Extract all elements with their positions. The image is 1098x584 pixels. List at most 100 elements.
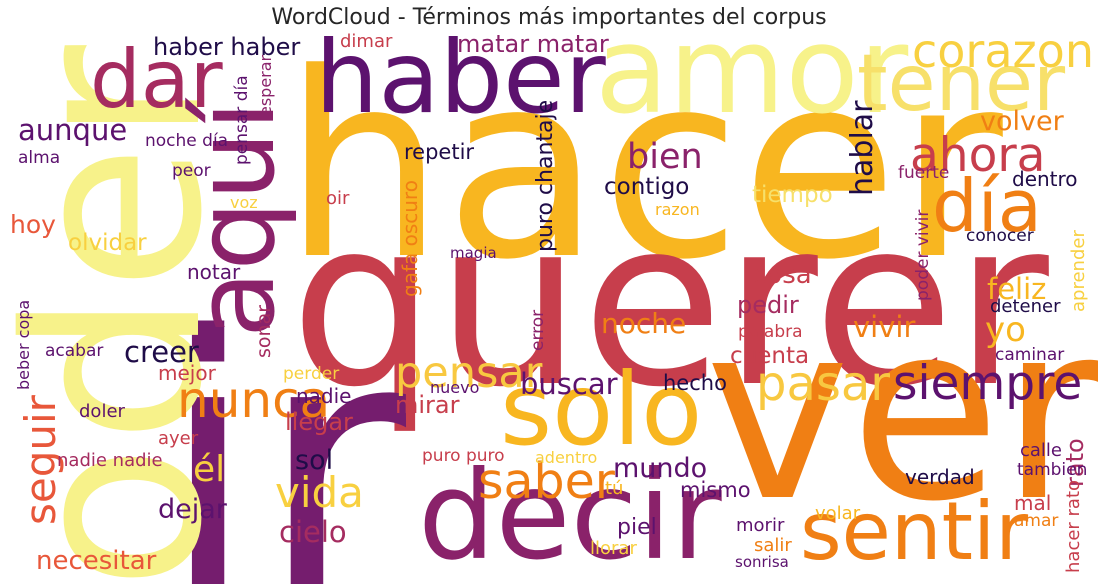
word-tener: tener (857, 39, 1066, 129)
word-pedir: pedir (737, 291, 799, 319)
word-noche-dia: noche día (145, 131, 229, 151)
word-verdad: verdad (905, 465, 975, 489)
word-nadie: nadie (296, 384, 352, 408)
word-beber-copa: beber copa (14, 300, 33, 391)
word-error: error (528, 310, 548, 352)
word-vivir: vivir (853, 310, 916, 344)
word-dentro: dentro (1012, 167, 1078, 191)
word-conocer: conocer (966, 226, 1034, 246)
word-tambien: tambien (1017, 460, 1088, 480)
word-saber: saber (478, 453, 615, 510)
word-seguir: seguir (16, 395, 65, 525)
word-dar: dar (90, 33, 223, 126)
word-magia: magia (450, 244, 497, 262)
word-detener: detener (990, 296, 1061, 317)
word-amor: amor (595, 2, 909, 141)
word-ir: ir (158, 260, 407, 584)
word-hacer: hacer (283, 19, 1003, 316)
word-adentro: adentro (535, 448, 598, 467)
chart-title: WordCloud - Términos más importantes del… (271, 5, 827, 30)
word-tu: tú (605, 478, 624, 499)
word-vida: vida (275, 468, 364, 517)
word-puro-chantaje: puro chantaje (533, 100, 558, 253)
word-cielo: cielo (279, 515, 347, 549)
word-yo: yo (985, 310, 1026, 350)
word-salir: salir (754, 535, 792, 556)
word-calle: calle (1020, 440, 1063, 461)
word-llorar: llorar (590, 538, 637, 559)
word-volar: volar (815, 503, 861, 524)
word-notar: notar (187, 260, 241, 284)
word-amar: amar (1014, 511, 1059, 531)
word-haber-haber: haber haber (153, 33, 301, 61)
word-matar-matar: matar matar (457, 30, 609, 58)
word-palabra: palabra (738, 322, 803, 342)
word-decir: decir (418, 445, 722, 584)
word-tiempo: tiempo (752, 182, 833, 208)
word-mal: mal (1014, 491, 1052, 515)
word-mirar: mirar (395, 391, 460, 419)
word-repetir: repetir (404, 140, 475, 164)
word-siempre: siempre (893, 356, 1083, 411)
word-razon: razon (655, 200, 700, 219)
word-oir: oir (326, 188, 350, 209)
word-perder: perder (283, 364, 340, 384)
word-hecho: hecho (663, 371, 727, 395)
word-necesitar: necesitar (36, 546, 157, 576)
word-ver: ver (705, 270, 1098, 555)
word-cuenta: cuenta (730, 343, 810, 369)
word-cosa: cosa (752, 260, 812, 290)
word-buscar: buscar (520, 367, 618, 401)
word-pasar: pasar (756, 356, 891, 412)
word-sentir: sentir (800, 485, 1029, 578)
word-caminar: caminar (995, 345, 1065, 365)
word-voz: voz (230, 193, 258, 212)
word-peor: peor (172, 161, 211, 181)
word-morir: morir (736, 515, 785, 536)
word-aunque: aunque (18, 113, 128, 147)
word-ayer: ayer (158, 428, 199, 449)
word-esperar: esperar (256, 55, 275, 117)
word-hablar: hablar (845, 100, 880, 196)
word-sonar: sonar (253, 305, 275, 359)
word-doler: doler (79, 401, 125, 422)
word-llegar: llegar (285, 408, 353, 436)
word-corazon: corazon (912, 24, 1094, 78)
word-feliz: feliz (987, 272, 1047, 306)
word-bien: bien (627, 137, 703, 177)
word-contigo: contigo (604, 174, 690, 200)
word-mejor: mejor (158, 361, 216, 385)
word-hoy: hoy (10, 210, 56, 239)
word-poder-vivir: poder vivir (913, 210, 933, 302)
word-sonrisa: sonrisa (735, 553, 789, 571)
word-creer: creer (124, 335, 199, 369)
word-sol: sol (295, 445, 334, 476)
word-aprender: aprender (1068, 230, 1089, 312)
word-nunca: nunca (177, 371, 331, 429)
word-piel: piel (617, 515, 657, 540)
word-dia: día (932, 164, 1042, 248)
word-dejar: dejar (158, 494, 227, 525)
word-solo: solo (500, 351, 703, 468)
word-el: él (193, 449, 226, 490)
word-mundo: mundo (613, 453, 708, 484)
word-alma: alma (18, 148, 61, 168)
word-mismo: mismo (680, 478, 751, 502)
word-dimar: dimar (340, 31, 393, 52)
word-gafa-oscuro: gafa oscuro (398, 180, 422, 297)
word-pensar-dia: pensar día (232, 75, 252, 165)
word-haber: haber (315, 19, 606, 136)
word-volver: volver (980, 106, 1064, 137)
word-ahora: ahora (910, 128, 1046, 183)
word-acabar: acabar (45, 341, 104, 361)
word-querer: querer (290, 171, 1049, 438)
word-noche: noche (601, 307, 687, 340)
word-nadie-nadie: nadie nadie (57, 450, 163, 471)
word-nuevo: nuevo (430, 378, 480, 397)
word-hacer-rato: hacer rato (1063, 480, 1084, 574)
word-olvidar: olvidar (68, 230, 147, 256)
word-pensar: pensar (395, 348, 543, 398)
word-fuerte: fuerte (898, 163, 950, 183)
word-puro-puro: puro puro (422, 446, 505, 466)
